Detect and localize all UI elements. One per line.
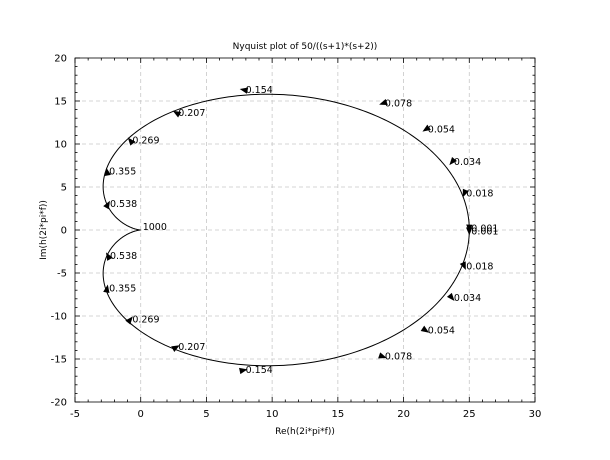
- frequency-label: 0.018: [466, 189, 493, 200]
- direction-arrow: [449, 156, 457, 166]
- nyquist-curve-negative-frequency: [102, 93, 470, 231]
- direction-arrow: [171, 345, 180, 352]
- y-tick-label: 5: [61, 183, 67, 194]
- frequency-label: 0.054: [428, 124, 455, 135]
- direction-arrow: [239, 87, 249, 94]
- frequency-label: 0.538: [110, 251, 137, 262]
- direction-arrow: [462, 188, 469, 198]
- direction-arrow: [466, 227, 473, 236]
- frequency-label: 0.355: [109, 167, 136, 178]
- x-axis-label: Re(h(2i*pi*f)): [275, 427, 335, 437]
- direction-arrow: [127, 137, 136, 146]
- direction-arrow: [105, 252, 113, 261]
- direction-arrow: [103, 200, 110, 210]
- frequency-label: 0.154: [246, 365, 273, 376]
- frequency-label: 1000: [143, 222, 167, 233]
- plot-frame: [74, 57, 536, 403]
- frequency-label: 0.078: [385, 98, 412, 109]
- direction-arrow: [446, 292, 455, 302]
- frequency-label: 0.034: [454, 293, 481, 304]
- direction-arrow: [459, 261, 466, 270]
- y-tick-label: 0: [61, 226, 67, 237]
- direction-arrow: [379, 99, 388, 106]
- y-tick-label: 10: [54, 140, 67, 151]
- direction-arrow: [172, 110, 182, 118]
- direction-arrows: [103, 87, 473, 375]
- y-tick-label: -10: [51, 312, 67, 323]
- x-tick-label: 10: [266, 409, 279, 420]
- y-tick-label: -15: [51, 355, 67, 366]
- x-tick-label: 20: [397, 409, 410, 420]
- x-tick-label: -5: [70, 409, 80, 420]
- frequency-label: 0.054: [428, 326, 455, 337]
- frequency-label: 0.355: [109, 283, 136, 294]
- nyquist-curve-positive-frequency: [102, 229, 470, 367]
- x-tick-label: 25: [463, 409, 476, 420]
- direction-arrow: [104, 167, 111, 177]
- axis-ticks: -5 0 5 10 15 20 25 30 -20 -15 -10 -5 0 5 10 15 20: [51, 54, 542, 421]
- frequency-label: 0.078: [385, 352, 412, 363]
- y-axis-label: Im(h(2i*pi*f)): [39, 200, 49, 260]
- x-tick-label: 15: [331, 409, 344, 420]
- direction-arrow: [125, 316, 133, 325]
- frequency-label: 0.154: [246, 85, 273, 96]
- frequency-label: 0.034: [454, 157, 481, 168]
- frequency-label: 0.538: [110, 199, 137, 210]
- y-tick-label: 20: [54, 54, 67, 65]
- frequency-label: 0.001: [471, 224, 498, 235]
- frequency-label: 0.018: [466, 261, 493, 272]
- frequency-label: 0.001: [471, 226, 498, 237]
- frequency-label: 0.207: [178, 108, 205, 119]
- direction-arrow: [378, 352, 387, 359]
- direction-arrow: [239, 367, 248, 375]
- frequency-label: 0.269: [132, 314, 159, 325]
- x-tick-label: 30: [529, 409, 542, 420]
- frequency-label: 0.269: [132, 136, 159, 147]
- direction-arrow: [103, 284, 110, 294]
- y-tick-label: -5: [57, 269, 67, 280]
- frequency-label: 0.207: [178, 342, 205, 353]
- y-tick-label: -20: [51, 398, 67, 409]
- x-tick-label: 0: [138, 409, 144, 420]
- direction-arrow: [422, 124, 431, 132]
- x-tick-label: 5: [203, 409, 209, 420]
- direction-arrow: [420, 325, 430, 333]
- chart-title: Nyquist plot of 50/((s+1)*(s+2)): [233, 42, 378, 52]
- y-tick-label: 15: [54, 97, 67, 108]
- frequency-labels: 0.0010.0010.0180.0180.0340.0340.0540.054…: [109, 85, 498, 376]
